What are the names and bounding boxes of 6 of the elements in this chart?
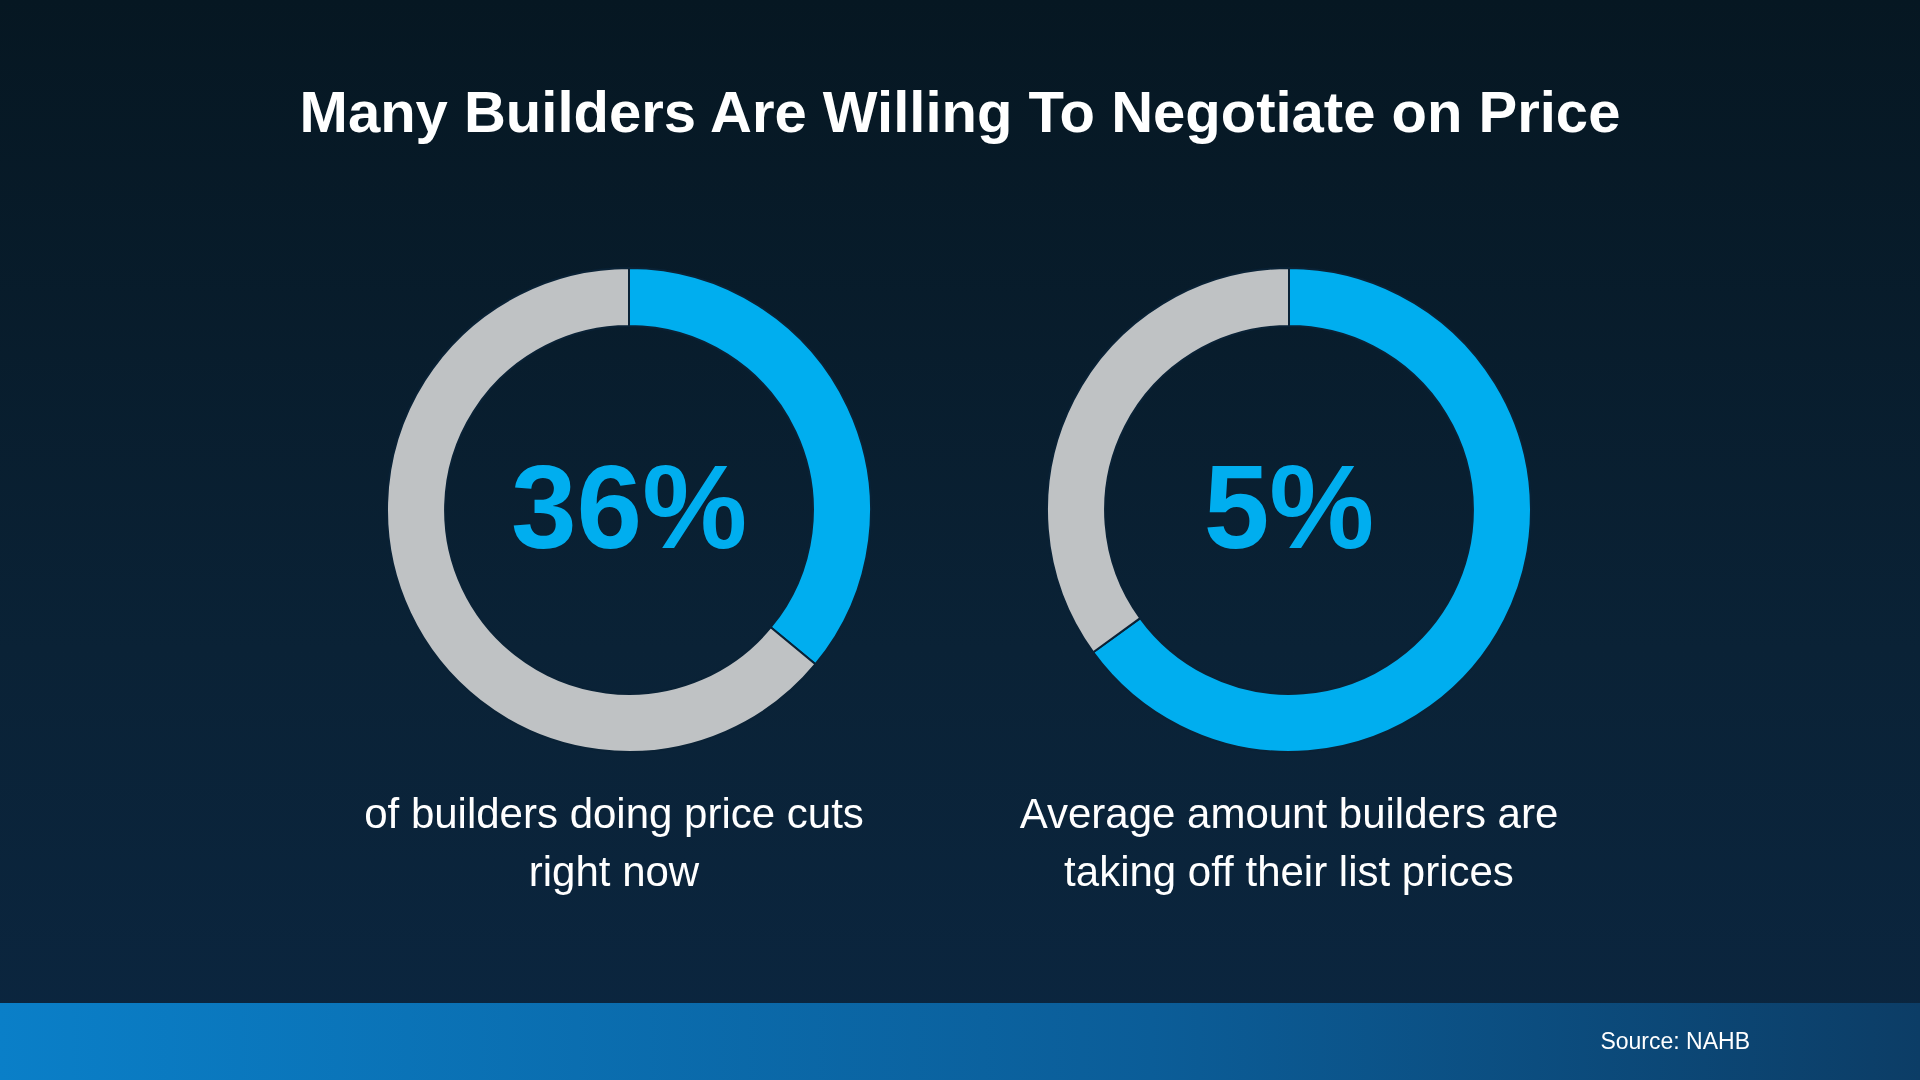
text: 5%: [1203, 440, 1375, 573]
text: 36%: [510, 440, 748, 573]
source-note: Source: NAHB: [1600, 1028, 1750, 1055]
text: of builders doing price cuts right now: [364, 789, 864, 897]
text: Average amount builders are taking off their list prices: [1018, 789, 1560, 897]
chart-title: Many Builders Are Willing To Negotiate on Price: [298, 78, 1622, 145]
